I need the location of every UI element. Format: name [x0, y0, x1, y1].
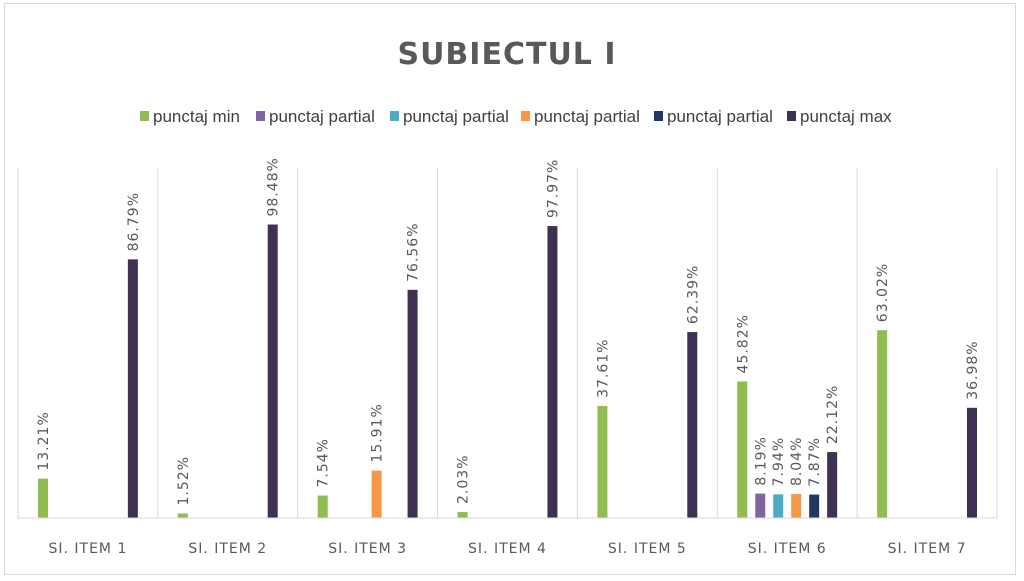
- bar-2-0: [317, 495, 328, 518]
- legend-swatch-1: [256, 111, 265, 121]
- bar-3-5: [547, 226, 558, 519]
- data-label-5-2: 7.94%: [771, 437, 787, 486]
- legend-swatch-5: [787, 111, 796, 121]
- bar-5-0: [737, 381, 748, 518]
- data-label-2-3: 15.91%: [370, 403, 386, 462]
- data-label-5-4: 7.87%: [807, 437, 823, 486]
- bar-4-5: [687, 332, 698, 518]
- legend-label-0: punctaj min: [153, 107, 240, 126]
- bar-5-5: [827, 452, 838, 518]
- data-label-5-1: 8.19%: [753, 436, 769, 485]
- bar-6-5: [967, 407, 977, 518]
- data-label-2-0: 7.54%: [316, 438, 332, 487]
- legend-label-1: punctaj partial: [269, 107, 375, 126]
- legend-label-5: punctaj max: [800, 107, 892, 126]
- legend-swatch-4: [654, 111, 663, 121]
- category-label-4: SI. ITEM 5: [608, 541, 687, 557]
- bar-5-1: [755, 493, 766, 518]
- legend-label-4: punctaj partial: [667, 107, 773, 126]
- data-label-0-0: 13.21%: [36, 411, 52, 470]
- data-label-0-5: 86.79%: [126, 192, 142, 251]
- legend-label-2: punctaj partial: [403, 107, 509, 126]
- data-label-3-5: 97.97%: [545, 159, 561, 218]
- bar-5-4: [809, 494, 820, 518]
- data-label-6-5: 36.98%: [965, 340, 981, 399]
- legend-swatch-3: [521, 111, 530, 121]
- legend: punctaj min punctaj partial punctaj partia…: [140, 107, 892, 126]
- data-label-1-0: 1.52%: [176, 456, 192, 505]
- data-label-6-0: 63.02%: [875, 263, 891, 322]
- category-labels: SI. ITEM 1 SI. ITEM 2 SI. ITEM 3 SI. ITEM 4…: [48, 541, 967, 557]
- bar-3-0: [457, 511, 468, 518]
- data-label-2-5: 76.56%: [406, 222, 422, 281]
- bar-5-3: [791, 494, 802, 518]
- category-label-0: SI. ITEM 1: [48, 541, 127, 557]
- bars: [38, 224, 977, 519]
- category-separators: [17, 168, 998, 518]
- chart-frame: [4, 3, 1016, 575]
- data-label-5-3: 8.04%: [789, 437, 805, 486]
- legend-swatch-2: [390, 111, 399, 121]
- category-label-2: SI. ITEM 3: [328, 541, 407, 557]
- category-label-6: SI. ITEM 7: [888, 541, 967, 557]
- bar-1-0: [177, 513, 188, 518]
- category-label-5: SI. ITEM 6: [748, 541, 827, 557]
- bar-0-0: [38, 478, 48, 518]
- bar-2-5: [407, 289, 418, 518]
- data-label-4-5: 62.39%: [685, 265, 701, 324]
- data-label-3-0: 2.03%: [456, 454, 472, 503]
- data-label-5-5: 22.12%: [825, 385, 841, 444]
- category-label-3: SI. ITEM 4: [468, 541, 547, 557]
- bar-0-5: [127, 259, 138, 518]
- data-label-5-0: 45.82%: [735, 314, 751, 373]
- data-label-1-5: 98.48%: [266, 157, 282, 216]
- chart-title: SUBIECTUL I: [397, 37, 616, 72]
- bar-4-0: [597, 405, 608, 518]
- data-labels: 13.21% 86.79% 1.52% 98.48% 7.54% 15.91% 76.56%…: [36, 157, 981, 505]
- bar-2-3: [371, 470, 382, 518]
- legend-label-3: punctaj partial: [534, 107, 640, 126]
- bar-6-0: [877, 330, 888, 518]
- data-label-4-0: 37.61%: [595, 339, 611, 398]
- bar-5-2: [773, 494, 784, 518]
- bar-1-5: [267, 224, 278, 518]
- legend-swatch-0: [140, 111, 149, 121]
- category-label-1: SI. ITEM 2: [188, 541, 267, 557]
